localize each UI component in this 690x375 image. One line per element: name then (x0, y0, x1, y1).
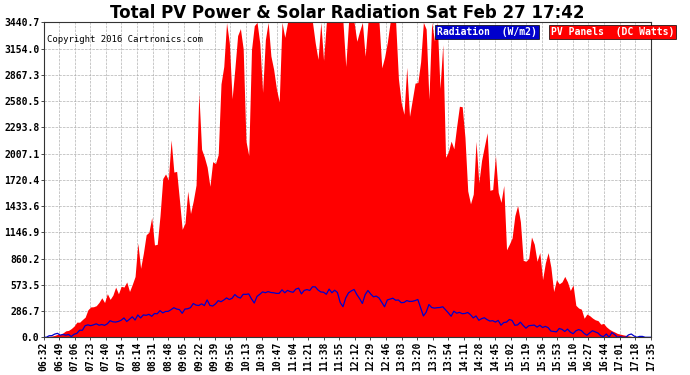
Text: Radiation  (W/m2): Radiation (W/m2) (437, 27, 537, 37)
Text: PV Panels  (DC Watts): PV Panels (DC Watts) (551, 27, 674, 37)
Text: Copyright 2016 Cartronics.com: Copyright 2016 Cartronics.com (47, 35, 202, 44)
Title: Total PV Power & Solar Radiation Sat Feb 27 17:42: Total PV Power & Solar Radiation Sat Feb… (110, 4, 584, 22)
